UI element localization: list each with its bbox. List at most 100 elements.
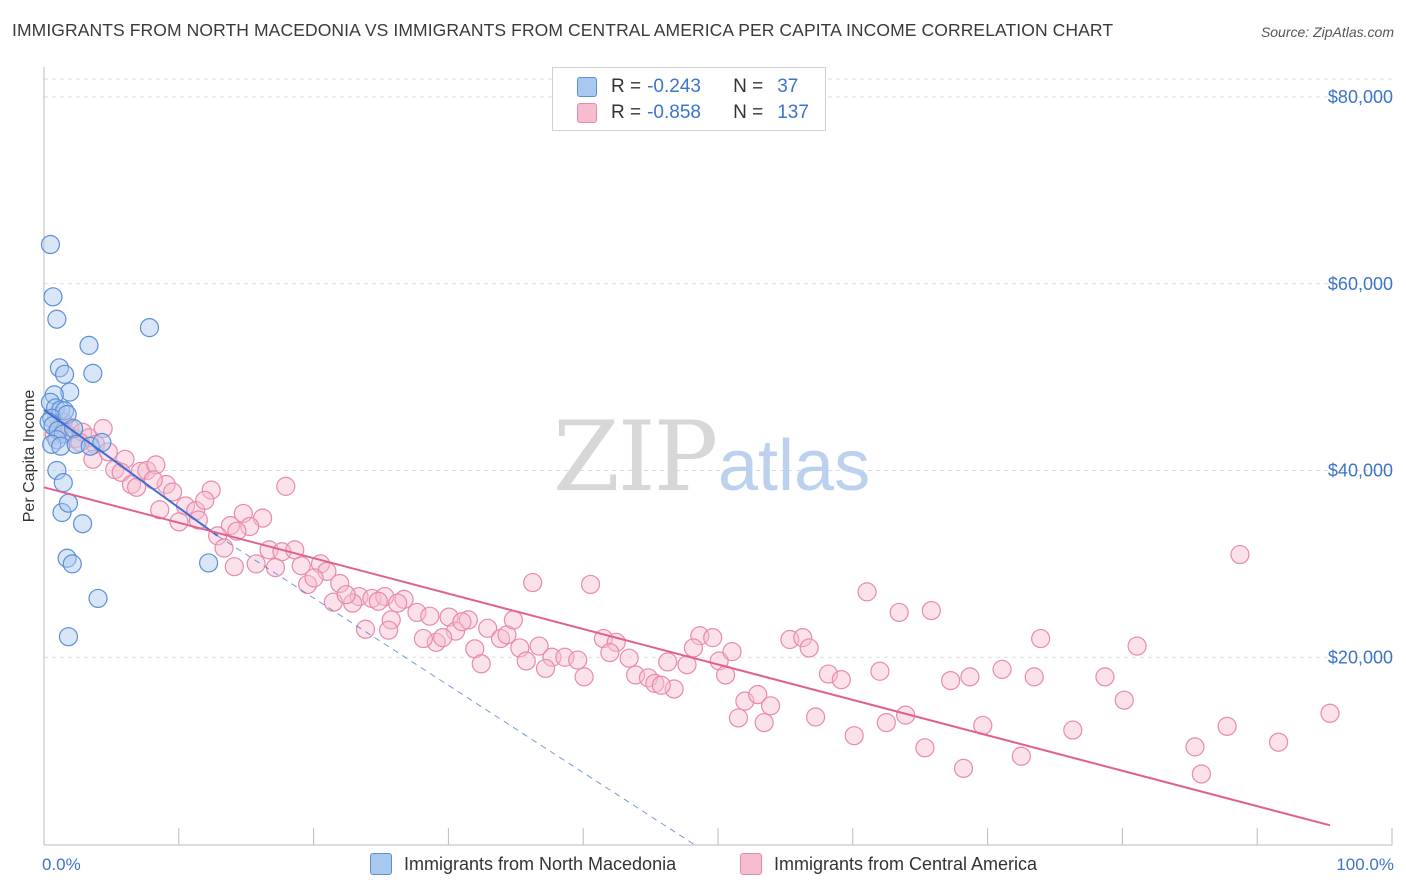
data-point xyxy=(568,650,588,670)
data-point xyxy=(163,482,183,502)
data-point xyxy=(53,473,73,493)
data-point xyxy=(658,652,678,672)
y-tick-label: $80,000 xyxy=(1328,87,1393,107)
data-point xyxy=(368,591,388,611)
watermark-atlas: atlas xyxy=(718,426,870,506)
legend-r-label: R = xyxy=(611,102,642,123)
data-point xyxy=(66,434,86,454)
data-point xyxy=(844,726,864,746)
data-point xyxy=(664,679,684,699)
data-point xyxy=(143,470,163,490)
series-north-macedonia-points xyxy=(39,234,219,647)
data-point xyxy=(336,585,356,605)
data-point xyxy=(51,436,71,456)
data-point xyxy=(92,432,112,453)
data-point xyxy=(857,582,877,602)
axes xyxy=(43,67,1393,846)
data-point xyxy=(439,607,459,627)
data-point xyxy=(870,661,890,681)
source-note: Source: ZipAtlas.com xyxy=(1260,24,1394,40)
trend-line-central-america xyxy=(43,486,1331,827)
data-point xyxy=(121,474,142,495)
data-point xyxy=(199,553,219,573)
legend-label: Immigrants from Central America xyxy=(774,853,1038,874)
data-point xyxy=(156,474,176,495)
data-point xyxy=(58,627,79,647)
legend-row-north-macedonia: R = -0.243 N = 37 xyxy=(577,76,798,98)
legend-row-central-america: R = -0.858 N = 137 xyxy=(577,102,809,124)
data-point xyxy=(953,758,974,778)
data-point xyxy=(72,514,93,534)
data-point xyxy=(52,502,72,523)
data-point xyxy=(227,521,247,541)
chart-title: IMMIGRANTS FROM NORTH MACEDONIA VS IMMIG… xyxy=(12,20,1114,40)
data-point xyxy=(831,670,851,690)
legend-n-label: N = xyxy=(733,76,764,97)
trend-line-north-macedonia xyxy=(43,408,219,537)
data-point xyxy=(645,673,665,693)
y-tick-label: $40,000 xyxy=(1328,461,1393,481)
data-point xyxy=(1063,720,1083,740)
data-point xyxy=(516,651,536,671)
data-point xyxy=(88,588,108,609)
data-point xyxy=(195,490,215,510)
data-point xyxy=(49,358,70,378)
legend-swatch-blue xyxy=(577,77,597,97)
data-point xyxy=(304,568,324,588)
data-point xyxy=(137,460,157,481)
data-point xyxy=(47,309,67,329)
data-point xyxy=(388,593,408,613)
data-point xyxy=(1031,628,1051,649)
data-point xyxy=(98,442,118,462)
data-point xyxy=(619,648,639,668)
data-point xyxy=(355,619,376,639)
data-point xyxy=(889,602,909,623)
data-point xyxy=(57,404,77,425)
data-point xyxy=(43,287,63,307)
x-tick-label: 100.0% xyxy=(1336,855,1394,874)
legend-r-label: R = xyxy=(611,76,642,97)
data-point xyxy=(40,392,61,412)
data-point xyxy=(471,654,491,674)
data-point xyxy=(330,573,350,594)
legend-item-north-macedonia[interactable]: Immigrants from North Macedonia xyxy=(370,852,676,876)
legend-swatch-blue xyxy=(370,853,392,875)
data-point xyxy=(214,538,234,558)
data-point xyxy=(291,556,311,576)
x-tick-label: 0.0% xyxy=(42,855,81,874)
data-point xyxy=(40,234,61,255)
data-point xyxy=(805,707,826,727)
data-point xyxy=(93,418,113,439)
legend-r-value: -0.243 xyxy=(647,76,701,97)
data-point xyxy=(600,642,620,663)
data-point xyxy=(60,382,80,402)
data-point xyxy=(754,713,774,733)
legend-item-central-america[interactable]: Immigrants from Central America xyxy=(740,852,1037,876)
watermark-zip: ZIP xyxy=(553,401,716,513)
legend-n-value: 37 xyxy=(777,76,799,97)
data-point xyxy=(1095,667,1115,687)
data-point xyxy=(722,642,742,662)
data-point xyxy=(703,628,723,648)
data-point xyxy=(876,713,896,733)
data-point xyxy=(62,554,82,574)
watermark: ZIP atlas xyxy=(553,401,870,513)
data-point xyxy=(1191,764,1212,784)
data-point xyxy=(452,612,472,632)
data-point xyxy=(58,493,79,513)
data-point xyxy=(941,670,961,691)
data-point xyxy=(458,610,478,630)
data-point xyxy=(1024,667,1044,687)
data-point xyxy=(379,620,399,640)
legend-n-value: 137 xyxy=(777,102,809,123)
data-point xyxy=(921,600,941,621)
data-point xyxy=(80,436,100,456)
data-point xyxy=(1268,732,1289,752)
data-point xyxy=(535,658,556,679)
data-point xyxy=(960,667,980,687)
data-point xyxy=(54,364,75,384)
data-point xyxy=(478,618,498,638)
data-point xyxy=(523,572,543,593)
data-point xyxy=(651,675,671,695)
